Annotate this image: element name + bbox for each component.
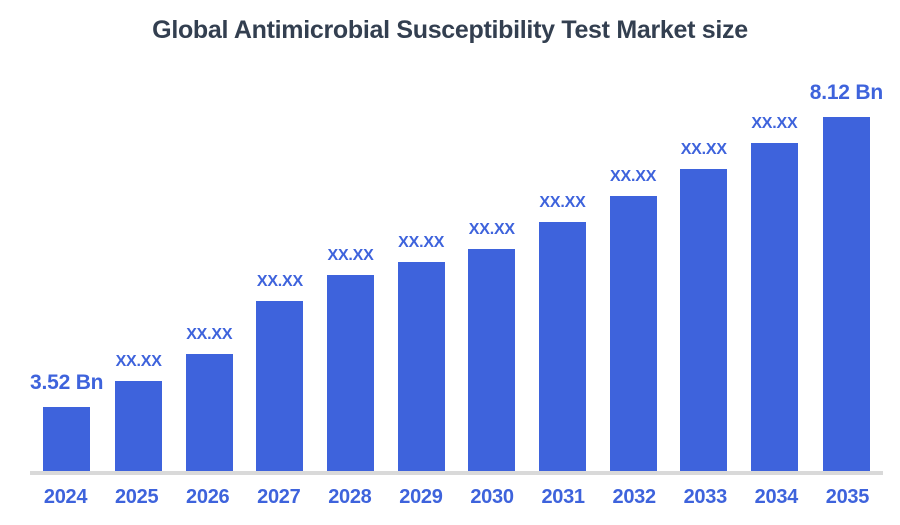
bar-column: XX.XX xyxy=(103,80,174,471)
x-axis-label: 2027 xyxy=(257,486,301,508)
bar-value-label: 8.12 Bn xyxy=(809,81,884,104)
x-axis-label: 2034 xyxy=(754,486,799,508)
bar-column: XX.XX xyxy=(245,80,316,471)
bar-value-label: XX.XX xyxy=(186,326,233,343)
plot-area: 3.52 Bn XX.XX XX.XX XX.XX XX.XX XX.XX XX.XX XX.… xyxy=(30,80,883,525)
bar-value-label: XX.XX xyxy=(327,247,374,264)
bar-column: XX.XX xyxy=(739,80,810,471)
bar-value-label: XX.XX xyxy=(680,141,727,158)
bar xyxy=(185,354,233,471)
bar-column: XX.XX xyxy=(527,80,598,471)
bar-value-label: XX.XX xyxy=(256,273,303,290)
bar xyxy=(43,407,91,471)
bar xyxy=(750,143,798,471)
bar-column: XX.XX xyxy=(315,80,386,471)
x-axis-label: 2030 xyxy=(470,486,514,508)
bar-value-label: XX.XX xyxy=(610,168,657,185)
bar-column: XX.XX xyxy=(598,80,669,471)
bar xyxy=(468,249,516,471)
bar-value-label: 3.52 Bn xyxy=(30,371,104,394)
bar-value-label: XX.XX xyxy=(751,115,798,132)
x-axis-label: 2028 xyxy=(328,486,372,508)
x-axis-labels: 2024 2025 2026 2027 2028 2029 2030 2031 2032 2033… xyxy=(30,486,883,509)
bar-value-label: XX.XX xyxy=(115,353,162,370)
bar xyxy=(115,381,163,471)
x-axis-label: 2032 xyxy=(612,486,657,508)
bar xyxy=(609,196,657,471)
chart-title: Global Antimicrobial Susceptibility Test… xyxy=(152,16,748,44)
bar-column: XX.XX xyxy=(174,80,245,471)
bar xyxy=(327,275,375,471)
bars-container: 3.52 Bn XX.XX XX.XX XX.XX XX.XX XX.XX XX.XX XX.… xyxy=(30,80,883,471)
bar xyxy=(397,262,445,471)
bar-column: 8.12 Bn xyxy=(810,80,883,471)
x-axis-label: 2024 xyxy=(43,486,88,508)
bar xyxy=(256,301,304,471)
x-axis-label: 2025 xyxy=(114,486,159,508)
bar-value-label: XX.XX xyxy=(468,221,515,238)
x-axis-label: 2035 xyxy=(825,486,870,508)
bar-value-label: XX.XX xyxy=(539,194,586,211)
bar-column: XX.XX xyxy=(668,80,739,471)
x-axis-label: 2029 xyxy=(399,486,443,508)
x-axis-label: 2026 xyxy=(186,486,230,508)
bar-column: XX.XX xyxy=(457,80,528,471)
x-axis-label: 2031 xyxy=(541,486,585,508)
x-axis-baseline xyxy=(30,471,883,475)
bar xyxy=(822,117,870,471)
bar-column: 3.52 Bn xyxy=(30,80,104,471)
bar xyxy=(538,222,586,471)
x-axis-label: 2033 xyxy=(683,486,728,508)
bar xyxy=(680,169,728,471)
bar-column: XX.XX xyxy=(386,80,457,471)
bar-value-label: XX.XX xyxy=(398,234,445,251)
